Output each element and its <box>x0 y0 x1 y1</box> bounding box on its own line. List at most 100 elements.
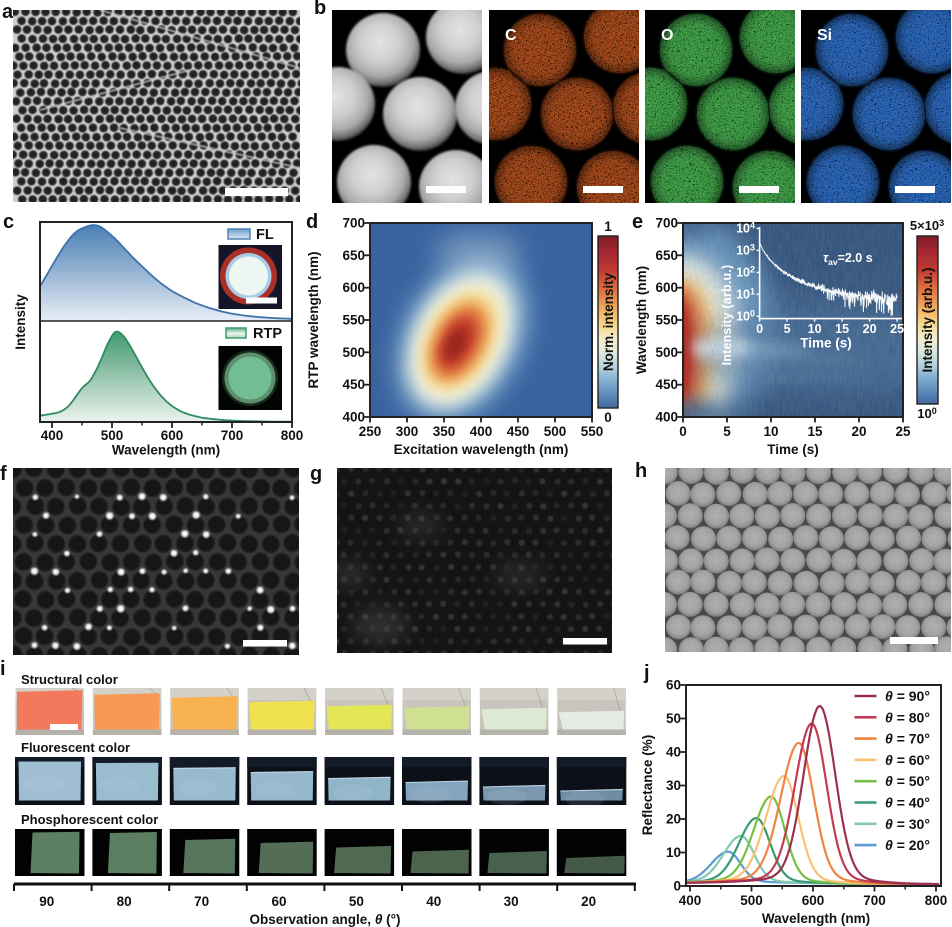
svg-text:Fluorescent color: Fluorescent color <box>21 740 130 755</box>
svg-text:400: 400 <box>679 893 702 908</box>
svg-text:450: 450 <box>655 377 678 392</box>
svg-text:10: 10 <box>763 424 778 439</box>
svg-text:C: C <box>505 27 517 44</box>
svg-text:f: f <box>0 463 7 485</box>
svg-text:15: 15 <box>807 424 823 439</box>
svg-text:d: d <box>306 211 318 233</box>
svg-text:Wavelength (nm): Wavelength (nm) <box>634 266 649 374</box>
svg-text:550: 550 <box>655 313 678 328</box>
svg-text:RTP wavelength (nm): RTP wavelength (nm) <box>306 251 321 388</box>
svg-text:a: a <box>2 1 14 23</box>
svg-text:50: 50 <box>666 711 681 726</box>
svg-text:550: 550 <box>581 424 604 439</box>
svg-text:60: 60 <box>666 678 681 693</box>
svg-text:Intensity (arb.u.): Intensity (arb.u.) <box>720 265 734 366</box>
svg-text:θ = 50°: θ = 50° <box>885 773 930 789</box>
svg-text:250: 250 <box>359 424 382 439</box>
svg-text:Intensity (arb.u.): Intensity (arb.u.) <box>920 267 935 372</box>
svg-text:FL: FL <box>256 227 274 243</box>
svg-text:5: 5 <box>784 322 791 336</box>
svg-text:Wavelength (nm): Wavelength (nm) <box>112 443 220 458</box>
svg-text:5: 5 <box>723 424 731 439</box>
svg-text:600: 600 <box>802 893 825 908</box>
svg-text:b: b <box>314 0 326 19</box>
svg-text:350: 350 <box>433 424 456 439</box>
svg-text:650: 650 <box>655 248 678 263</box>
svg-text:θ = 80°: θ = 80° <box>885 709 930 725</box>
svg-text:20: 20 <box>863 322 877 336</box>
svg-text:700: 700 <box>342 216 365 231</box>
svg-text:400: 400 <box>342 410 365 425</box>
svg-text:15: 15 <box>835 322 849 336</box>
svg-text:g: g <box>310 463 322 485</box>
svg-text:Excitation wavelength (nm): Excitation wavelength (nm) <box>394 442 569 457</box>
svg-text:θ = 40°: θ = 40° <box>885 795 930 811</box>
svg-text:30: 30 <box>504 894 519 909</box>
svg-text:30: 30 <box>666 778 681 793</box>
svg-text:RTP: RTP <box>253 326 282 342</box>
svg-text:300: 300 <box>396 424 419 439</box>
svg-text:c: c <box>3 211 14 233</box>
svg-text:400: 400 <box>655 410 678 425</box>
svg-text:θ = 60°: θ = 60° <box>885 752 930 768</box>
svg-text:θ = 70°: θ = 70° <box>885 731 930 747</box>
svg-text:20: 20 <box>666 812 681 827</box>
svg-text:25: 25 <box>890 322 904 336</box>
svg-text:Observation angle, θ (°): Observation angle, θ (°) <box>250 912 401 927</box>
svg-text:1: 1 <box>604 219 612 234</box>
svg-text:450: 450 <box>507 424 530 439</box>
svg-text:40: 40 <box>666 745 681 760</box>
svg-text:Structural color: Structural color <box>21 672 118 687</box>
svg-text:700: 700 <box>863 893 886 908</box>
svg-text:θ = 20°: θ = 20° <box>885 837 930 853</box>
svg-text:500: 500 <box>342 345 365 360</box>
svg-text:0: 0 <box>604 410 612 425</box>
svg-text:0: 0 <box>679 424 687 439</box>
svg-text:40: 40 <box>426 894 441 909</box>
svg-text:400: 400 <box>470 424 493 439</box>
svg-text:0: 0 <box>673 879 681 894</box>
svg-text:j: j <box>643 662 650 684</box>
svg-text:Time (s): Time (s) <box>800 336 852 351</box>
svg-text:20: 20 <box>851 424 866 439</box>
svg-text:h: h <box>635 460 647 482</box>
svg-text:70: 70 <box>194 894 209 909</box>
svg-text:25: 25 <box>895 424 911 439</box>
svg-text:550: 550 <box>342 313 365 328</box>
svg-text:Reflectance (%): Reflectance (%) <box>640 735 655 836</box>
svg-text:500: 500 <box>101 428 124 443</box>
svg-text:450: 450 <box>342 377 365 392</box>
svg-text:θ = 30°: θ = 30° <box>885 816 930 832</box>
svg-text:τav=2.0 s: τav=2.0 s <box>823 251 873 267</box>
svg-text:Intensity: Intensity <box>13 294 28 350</box>
svg-text:Norm. intensity: Norm. intensity <box>601 272 616 371</box>
svg-text:800: 800 <box>281 428 304 443</box>
svg-text:θ = 90°: θ = 90° <box>885 688 930 704</box>
svg-text:500: 500 <box>655 345 678 360</box>
svg-text:100: 100 <box>917 406 936 421</box>
svg-text:50: 50 <box>349 894 364 909</box>
svg-text:500: 500 <box>740 893 763 908</box>
svg-text:10: 10 <box>666 845 681 860</box>
svg-text:Wavelength (nm): Wavelength (nm) <box>762 911 870 926</box>
svg-text:i: i <box>0 658 6 680</box>
svg-text:650: 650 <box>342 248 365 263</box>
svg-text:60: 60 <box>271 894 286 909</box>
svg-text:e: e <box>632 211 643 233</box>
svg-text:600: 600 <box>342 280 365 295</box>
svg-text:Time (s): Time (s) <box>767 442 819 457</box>
svg-text:10: 10 <box>808 322 822 336</box>
svg-text:80: 80 <box>117 894 132 909</box>
svg-text:700: 700 <box>655 216 678 231</box>
svg-text:600: 600 <box>161 428 184 443</box>
svg-text:5×103: 5×103 <box>910 218 944 233</box>
svg-text:400: 400 <box>41 428 64 443</box>
svg-text:0: 0 <box>756 322 763 336</box>
svg-text:Phosphorescent color: Phosphorescent color <box>21 812 158 827</box>
svg-text:700: 700 <box>221 428 244 443</box>
svg-text:Si: Si <box>817 27 832 44</box>
svg-text:20: 20 <box>581 894 596 909</box>
svg-text:800: 800 <box>925 893 948 908</box>
svg-text:500: 500 <box>544 424 567 439</box>
svg-text:O: O <box>661 27 673 44</box>
